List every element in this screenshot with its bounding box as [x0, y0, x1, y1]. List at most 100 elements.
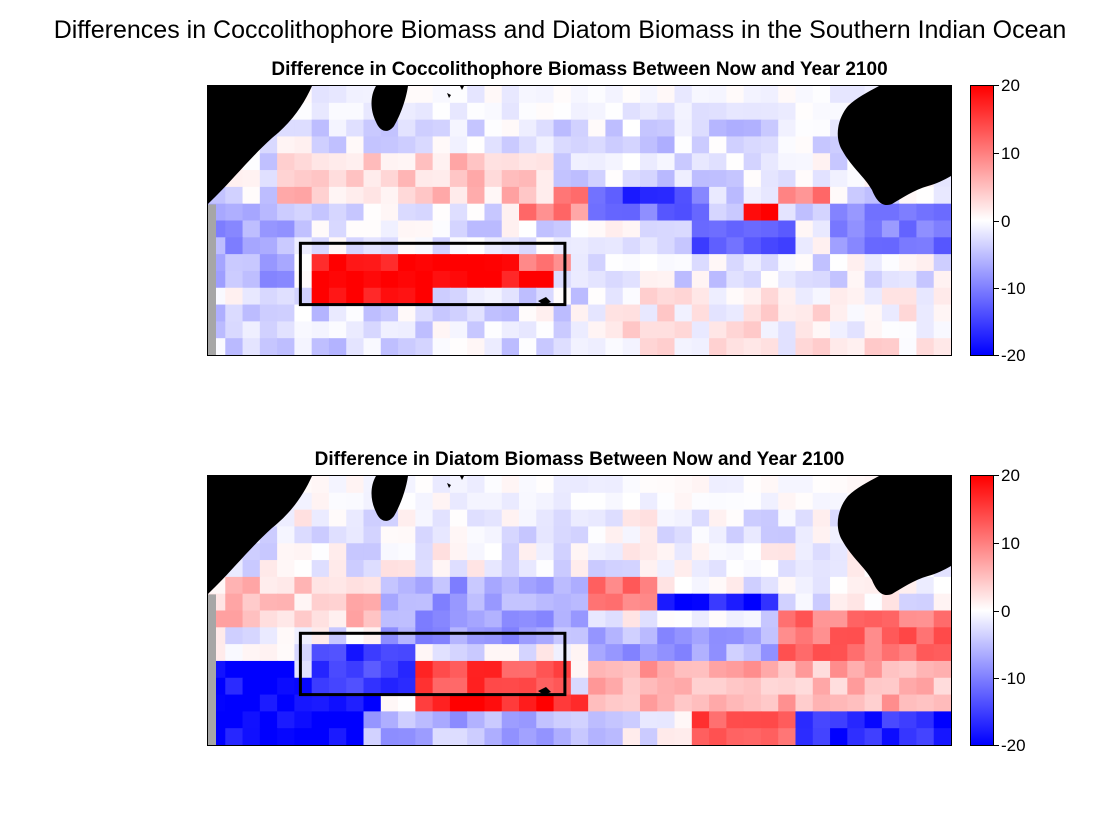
heatmap-cell — [709, 304, 727, 322]
heatmap-cell — [657, 254, 676, 272]
heatmap-cell — [432, 576, 451, 595]
heatmap-cell — [363, 287, 382, 306]
heatmap-cell — [778, 321, 797, 339]
heatmap-cell — [519, 220, 537, 238]
heatmap-cell — [467, 170, 486, 188]
heatmap-cell — [812, 102, 831, 121]
heatmap-cell — [277, 677, 295, 696]
heatmap-cell — [259, 644, 278, 662]
heatmap-cell — [881, 627, 900, 645]
missing-data-strip — [208, 204, 216, 355]
heatmap-cell — [225, 593, 244, 612]
heatmap-cell — [933, 237, 951, 255]
heatmap-cell — [916, 287, 935, 306]
heatmap-cell — [691, 728, 710, 745]
heatmap-cell — [519, 526, 537, 544]
heatmap-cell — [795, 254, 814, 272]
heatmap-cell — [346, 677, 365, 696]
heatmap-cell — [605, 220, 624, 238]
heatmap-cell — [259, 660, 278, 679]
heatmap-cell — [864, 254, 883, 272]
heatmap-cell — [536, 576, 555, 595]
heatmap-cell — [346, 694, 365, 712]
heatmap-cell — [328, 677, 347, 696]
highlight-region-box — [298, 631, 567, 697]
heatmap-cell — [432, 170, 451, 188]
heatmap-cell — [588, 543, 607, 561]
heatmap-cell — [864, 694, 883, 712]
heatmap-cell — [778, 492, 797, 511]
heatmap-cell — [398, 543, 416, 561]
heatmap-cell — [726, 170, 745, 188]
heatmap-cell — [864, 321, 883, 339]
heatmap-cell — [605, 119, 624, 138]
heatmap-cell — [674, 476, 693, 494]
heatmap-cell — [259, 287, 278, 306]
heatmap-cell — [242, 644, 261, 662]
heatmap-cell — [225, 237, 244, 255]
heatmap-cell — [709, 576, 727, 595]
heatmap-cell — [622, 186, 641, 205]
heatmap-cell — [709, 119, 727, 138]
heatmap-cell — [432, 136, 451, 154]
heatmap-cell — [657, 170, 676, 188]
heatmap-cell — [225, 610, 244, 628]
heatmap-cell — [605, 186, 624, 205]
heatmap-cell — [622, 593, 641, 612]
heatmap-cell — [657, 677, 676, 696]
heatmap-cell — [398, 593, 416, 612]
heatmap-cell — [553, 287, 572, 306]
heatmap-cell — [380, 170, 399, 188]
heatmap-cell — [242, 593, 261, 612]
heatmap-cell — [743, 476, 762, 494]
heatmap-cell — [588, 711, 607, 729]
heatmap-cell — [622, 560, 641, 578]
heatmap-cell — [432, 492, 451, 511]
heatmap-cell — [743, 254, 762, 272]
heatmap-cell — [467, 321, 486, 339]
heatmap-cell — [726, 102, 745, 121]
heatmap-cell — [519, 287, 537, 306]
heatmap-cell — [328, 186, 347, 205]
heatmap-cell — [916, 338, 935, 355]
heatmap-cell — [691, 476, 710, 494]
heatmap-cell — [760, 304, 779, 322]
heatmap-cell — [726, 270, 745, 289]
heatmap-cell — [795, 610, 814, 628]
heatmap-cell — [242, 186, 261, 205]
heatmap-cell — [588, 560, 607, 578]
heatmap-cell — [294, 287, 313, 306]
heatmap-cell — [242, 677, 261, 696]
heatmap-cell — [501, 660, 520, 679]
heatmap-cell — [588, 728, 607, 745]
heatmap-cell — [328, 610, 347, 628]
heatmap-cell — [467, 728, 486, 745]
heatmap-cell — [726, 610, 745, 628]
heatmap-cell — [449, 660, 468, 679]
heatmap-cell — [743, 576, 762, 595]
heatmap-cell — [484, 627, 503, 645]
heatmap-cell — [553, 711, 572, 729]
heatmap-cell — [639, 694, 658, 712]
heatmap-cell — [363, 136, 382, 154]
heatmap-cell — [467, 694, 486, 712]
heatmap-cell — [691, 254, 710, 272]
heatmap-cell — [294, 203, 313, 222]
heatmap-cell — [519, 119, 537, 138]
heatmap-cell — [605, 509, 624, 528]
heatmap-cell — [605, 694, 624, 712]
colorbar-tick-label: 20 — [1001, 76, 1020, 95]
heatmap-cell — [328, 304, 347, 322]
heatmap-cell — [674, 287, 693, 306]
heatmap-cell — [778, 694, 797, 712]
heatmap-cell — [864, 220, 883, 238]
heatmap-cell — [328, 153, 347, 171]
heatmap-cell — [778, 186, 797, 205]
heatmap-cell — [588, 136, 607, 154]
heatmap-cell — [691, 543, 710, 561]
heatmap-cell — [657, 711, 676, 729]
heatmap-cell — [277, 543, 295, 561]
heatmap-cell — [899, 270, 918, 289]
heatmap-cell — [553, 270, 572, 289]
heatmap-cell — [536, 119, 555, 138]
